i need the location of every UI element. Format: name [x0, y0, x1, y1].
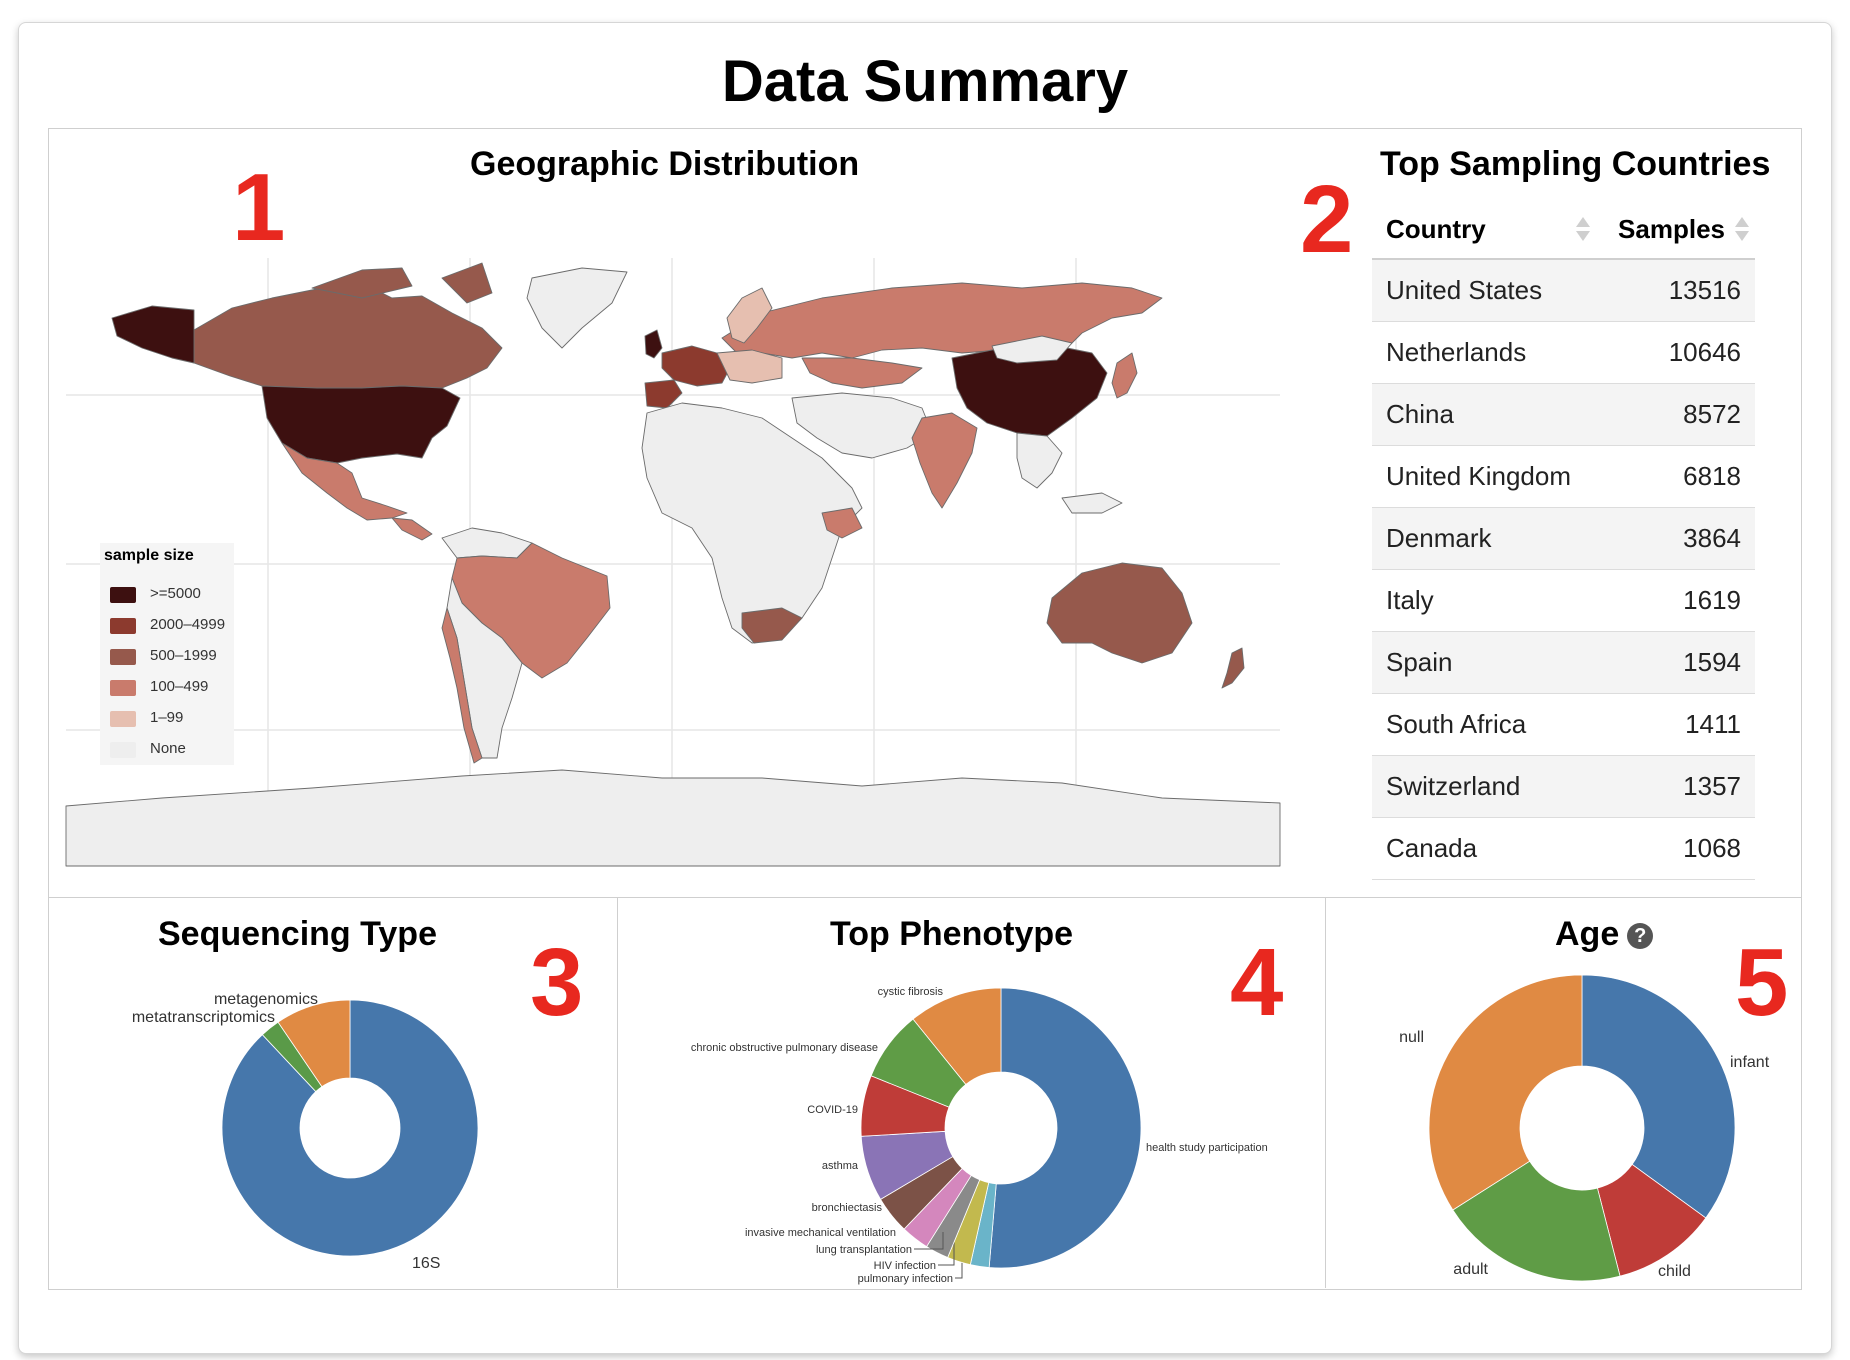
map-new-zealand [1221, 647, 1245, 689]
legend-swatch [110, 711, 136, 727]
age-donut: infant child adult null [1399, 974, 1770, 1282]
slice-label: bronchiectasis [812, 1202, 883, 1214]
column-divider [617, 898, 618, 1288]
map-canada-islands [311, 262, 493, 304]
sequencing-type-title: Sequencing Type [158, 915, 437, 953]
column-divider [1325, 898, 1326, 1288]
legend-swatch [110, 649, 136, 665]
slice-label: chronic obstructive pulmonary disease [691, 1042, 878, 1054]
slice-label: invasive mechanical ventilation [745, 1227, 896, 1239]
sort-arrows-icon[interactable] [1576, 217, 1591, 243]
legend-swatch [110, 680, 136, 696]
map-middle-east [791, 392, 933, 459]
table-row: China 8572 [1372, 383, 1755, 446]
panel-number-3: 3 [530, 929, 584, 1036]
slice-label: cystic fibrosis [878, 986, 944, 998]
map-kazakhstan [801, 357, 923, 389]
map-southeast-asia [1016, 432, 1123, 514]
slice-label: metatranscriptomics [132, 1009, 275, 1026]
leader-line [914, 1232, 944, 1250]
panel-number-5: 5 [1735, 929, 1789, 1036]
top-phenotype-title: Top Phenotype [830, 915, 1074, 953]
sort-arrows-icon[interactable] [1735, 217, 1749, 243]
map-scandinavia [726, 287, 773, 344]
map-legend: sample size >=5000 2000–4999 500–1999 10… [100, 543, 234, 765]
top-phenotype-donut: health study participation pulmonary infe… [691, 986, 1268, 1285]
help-icon[interactable]: ? [1627, 923, 1654, 950]
map-europe-west [661, 345, 731, 387]
map-mexico [281, 442, 408, 521]
age-title: Age? [1555, 915, 1654, 954]
map-chile [441, 607, 483, 764]
legend-title: sample size [104, 547, 194, 564]
legend-swatch [110, 742, 136, 758]
table-row: Italy 1619 [1372, 569, 1755, 632]
table-row: United Kingdom 6818 [1372, 445, 1755, 508]
map-europe-east [716, 349, 783, 384]
pie-slice[interactable] [1581, 974, 1736, 1219]
slice-label: metagenomics [214, 991, 318, 1008]
row-divider [48, 897, 1802, 898]
table-row: South Africa 1411 [1372, 693, 1755, 756]
slice-label: lung transplantation [816, 1244, 912, 1256]
legend-swatch [110, 587, 136, 603]
map-greenland [526, 267, 628, 349]
map-central-america [391, 517, 433, 541]
table-row: Spain 1594 [1372, 631, 1755, 694]
pie-slice[interactable] [277, 999, 351, 1088]
table-row: United States 13516 [1372, 259, 1755, 322]
map-iberia [644, 379, 683, 409]
slice-label: null [1399, 1029, 1424, 1046]
table-row: Netherlands 10646 [1372, 321, 1755, 384]
column-header-country[interactable]: Country [1372, 200, 1597, 260]
map-australia [1046, 562, 1193, 664]
top-countries-table: Country Samples United States 13516 Nethe… [1372, 200, 1755, 880]
map-title: Geographic Distribution [470, 145, 860, 183]
slice-label: COVID-19 [807, 1104, 858, 1116]
map-ethiopia [821, 507, 863, 539]
pie-slice[interactable] [221, 999, 479, 1257]
slice-label: pulmonary infection [858, 1273, 953, 1285]
panel-grid [48, 128, 1802, 1290]
map-alaska [111, 305, 195, 364]
legend-swatch [110, 618, 136, 634]
slice-label: asthma [822, 1160, 859, 1172]
panel-number-1: 1 [232, 154, 286, 261]
pie-slice[interactable] [912, 987, 1002, 1085]
map-antarctica [65, 769, 1281, 867]
table-title: Top Sampling Countries [1380, 145, 1771, 183]
slice-label: child [1658, 1263, 1691, 1280]
map-india [911, 412, 978, 509]
slice-label: health study participation [1146, 1142, 1268, 1154]
column-header-samples[interactable]: Samples [1596, 200, 1755, 260]
map-mongolia [991, 335, 1073, 364]
map-japan [1111, 352, 1138, 399]
map-uk [644, 329, 663, 359]
pie-slice[interactable] [1428, 974, 1583, 1211]
map-africa [641, 402, 863, 644]
panel-number-2: 2 [1300, 166, 1354, 273]
table-row: Switzerland 1357 [1372, 755, 1755, 818]
slice-label: infant [1730, 1054, 1770, 1071]
pie-slice[interactable] [1452, 1160, 1621, 1282]
pie-slice[interactable] [988, 987, 1142, 1269]
map-south-africa [741, 607, 803, 644]
table-row: Canada 1068 [1372, 817, 1755, 880]
leader-line [938, 1242, 955, 1266]
slice-label: 16S [412, 1255, 440, 1272]
page-title: Data Summary [721, 49, 1129, 114]
table-row: Denmark 3864 [1372, 507, 1755, 570]
slice-label: adult [1453, 1261, 1488, 1278]
world-map [65, 258, 1281, 867]
panel-number-4: 4 [1230, 929, 1284, 1036]
slice-label: HIV infection [874, 1260, 936, 1272]
